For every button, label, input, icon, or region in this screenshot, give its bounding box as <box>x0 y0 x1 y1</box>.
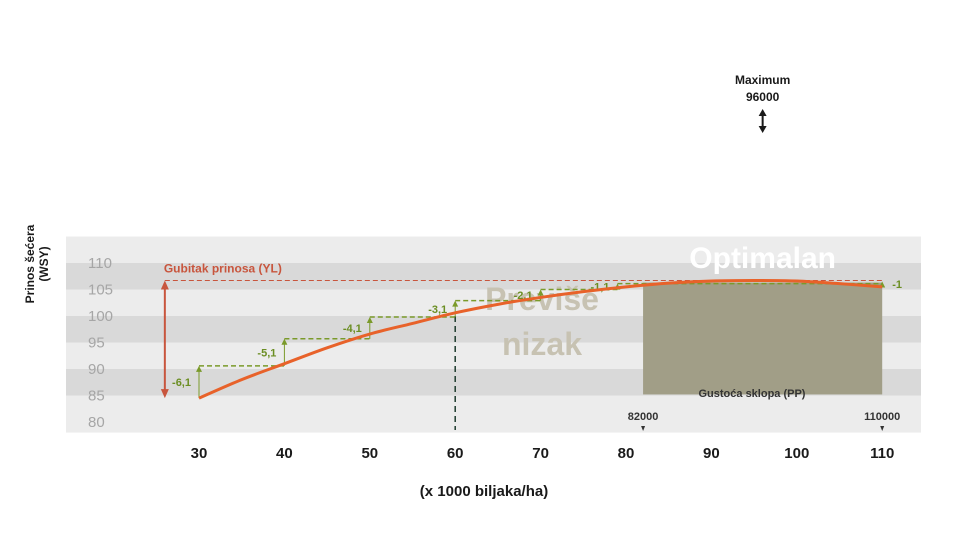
x-tick-100: 100 <box>784 445 809 462</box>
x-tick-labels: 30 40 50 60 70 80 90 100 110 <box>191 445 895 462</box>
y-tick-80: 80 <box>88 414 105 431</box>
yield-loss-label: Gubitak prinosa (YL) <box>164 261 282 275</box>
step-arrowhead-3 <box>452 300 459 307</box>
x-tick-60: 60 <box>447 445 464 462</box>
yield-loss-arrow-head-top <box>160 280 169 290</box>
low-region-label-line2: nizak <box>502 326 582 362</box>
x-tick-70: 70 <box>532 445 549 462</box>
density-marker-label-1: 110000 <box>864 411 900 423</box>
yield-loss-arrow <box>160 280 169 399</box>
band-6 <box>66 395 921 433</box>
step-label-1: -5,1 <box>257 347 276 359</box>
low-region-label-line1: Previše <box>485 281 599 317</box>
y-tick-100: 100 <box>88 308 113 325</box>
optimal-region <box>643 282 883 395</box>
maximum-arrow-head-bottom <box>758 126 767 133</box>
maximum-value: 96000 <box>746 90 780 104</box>
maximum-title: Maximum <box>735 73 790 87</box>
x-tick-40: 40 <box>276 445 293 462</box>
y-axis-label: Prinos šećera(WSY) <box>23 224 51 303</box>
y-axis-label-line1: Prinos šećera <box>23 224 37 303</box>
optimal-label: Optimalan <box>689 242 836 275</box>
y-tick-labels: 80 85 90 95 100 105 110 <box>88 255 113 431</box>
density-marker-arrow-0 <box>641 426 646 431</box>
yield-loss-arrow-head-bottom <box>160 389 169 399</box>
y-tick-110: 110 <box>88 255 112 272</box>
x-tick-80: 80 <box>618 445 635 462</box>
density-markers: 82000 110000 <box>628 411 900 431</box>
step-label-3: -3,1 <box>428 304 447 316</box>
x-tick-110: 110 <box>870 445 894 462</box>
band-0 <box>66 236 921 263</box>
step-arrowhead-2 <box>366 317 373 324</box>
step-arrowhead-4 <box>537 289 544 296</box>
y-tick-95: 95 <box>88 335 105 352</box>
x-tick-50: 50 <box>361 445 378 462</box>
maximum-arrow-head-top <box>758 109 767 116</box>
y-tick-85: 85 <box>88 388 105 405</box>
density-marker-label-0: 82000 <box>628 411 659 423</box>
x-axis-label: (x 1000 biljaka/ha) <box>420 483 548 500</box>
y-tick-105: 105 <box>88 282 113 299</box>
y-tick-90: 90 <box>88 361 105 378</box>
density-marker-arrow-1 <box>880 426 885 431</box>
step-arrowhead-1 <box>281 338 288 345</box>
step-label-6: -1 <box>892 279 902 291</box>
density-label: Gustoća sklopa (PP) <box>699 388 806 400</box>
maximum-arrow <box>758 109 767 133</box>
x-tick-30: 30 <box>191 445 208 462</box>
step-label-0: -6,1 <box>172 377 191 389</box>
yield-curve <box>198 278 883 400</box>
y-axis-label-line2: (WSY) <box>37 246 51 281</box>
x-tick-90: 90 <box>703 445 720 462</box>
step-arrowhead-0 <box>196 365 202 372</box>
step-label-2: -4,1 <box>343 323 362 335</box>
